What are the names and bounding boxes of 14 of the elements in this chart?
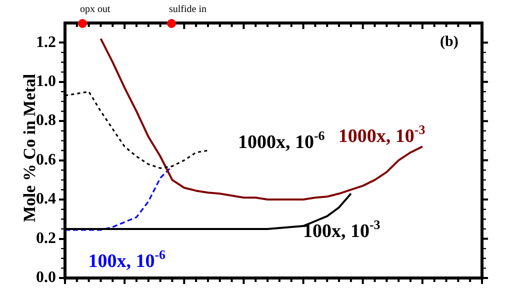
- annotation: (b): [440, 34, 458, 50]
- text: sulfide in: [169, 4, 206, 15]
- series-label: 1000x, 10$^{-6}$: [238, 128, 325, 152]
- y-tick-label: 1.0: [36, 72, 56, 90]
- series-label: 100x, 10$^{-3}$: [302, 216, 380, 242]
- text: opx out: [80, 4, 110, 15]
- y-tick-label: 0.8: [36, 112, 56, 130]
- series-label: 1000x, 10$^{-3}$: [338, 122, 426, 147]
- series-label: 100x, 10$^{-6}$: [88, 247, 166, 272]
- y-tick-label: 0.2: [36, 230, 56, 247]
- y-tick-label: 0.0: [36, 269, 56, 286]
- y-tick-label: 0.4: [36, 190, 56, 208]
- y-tick-label: 0.6: [36, 151, 56, 168]
- y-tick-label: 1.2: [36, 34, 56, 51]
